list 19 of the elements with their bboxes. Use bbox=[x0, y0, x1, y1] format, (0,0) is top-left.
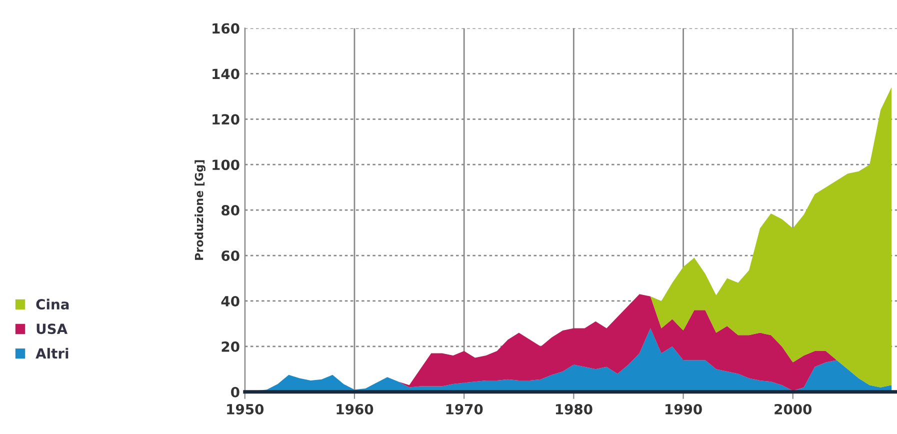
y-axis-title: Produzione [Gg] bbox=[194, 160, 206, 260]
y-tick-label: 60 bbox=[222, 250, 240, 261]
y-tick-label: 20 bbox=[222, 341, 240, 352]
x-tick-label: 1980 bbox=[556, 404, 592, 414]
x-tick-label: 1970 bbox=[446, 404, 483, 414]
x-tick-label: 2000 bbox=[774, 404, 812, 414]
y-tick-label: 100 bbox=[212, 160, 240, 170]
legend-label: Cina bbox=[36, 298, 69, 310]
y-tick-label: 160 bbox=[212, 23, 240, 34]
x-tick-label: 1990 bbox=[666, 404, 702, 414]
y-tick-label: 80 bbox=[222, 205, 240, 216]
legend-label: Altri bbox=[36, 348, 68, 358]
y-tick-label: 140 bbox=[212, 68, 240, 80]
x-tick-label: 1950 bbox=[227, 404, 264, 414]
x-tick-label: 1960 bbox=[336, 404, 374, 414]
y-tick-label: 0 bbox=[231, 386, 240, 398]
legend-label: USA bbox=[36, 324, 68, 334]
y-tick-label: 40 bbox=[221, 296, 240, 306]
y-tick-label: 120 bbox=[212, 114, 240, 125]
